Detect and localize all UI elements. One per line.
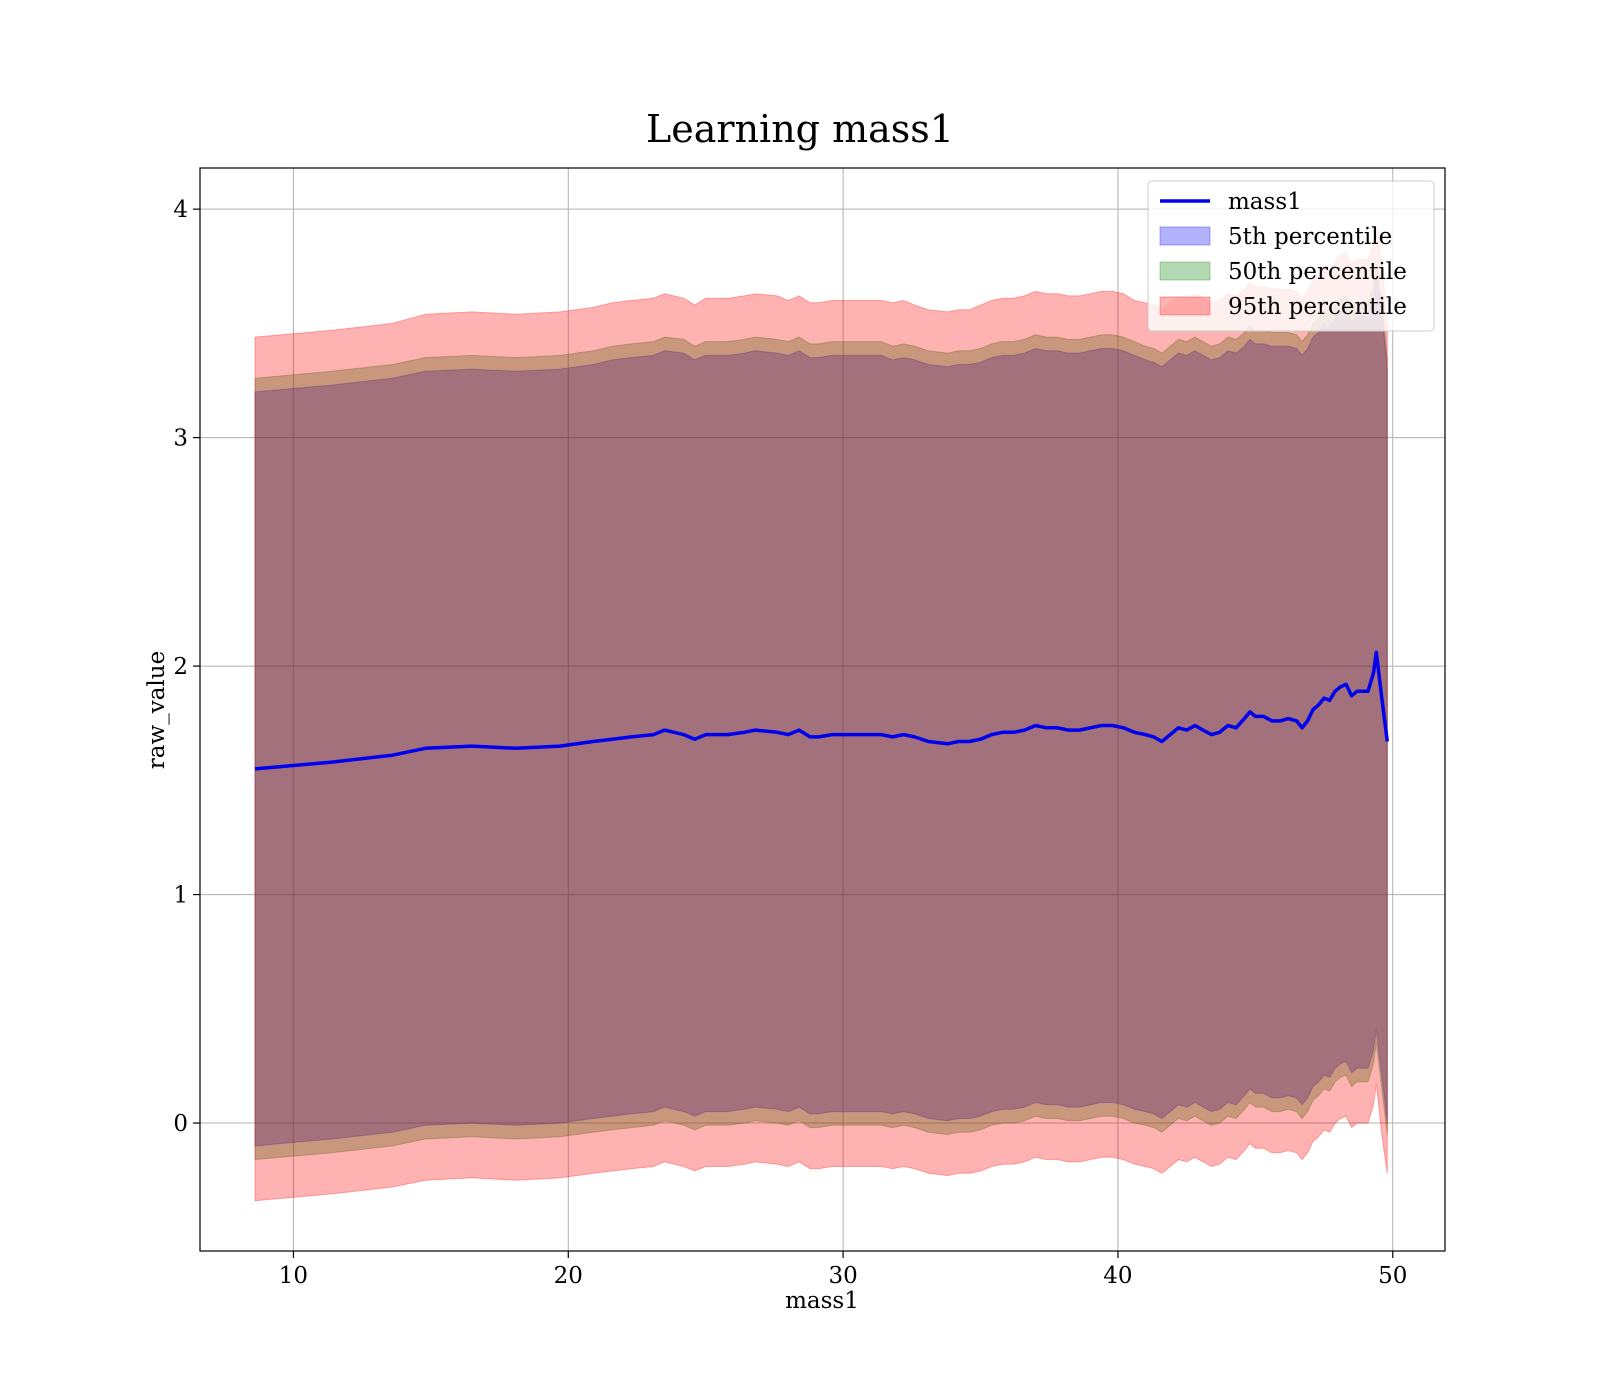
y-tick-label: 0	[173, 1111, 188, 1137]
y-tick-label: 2	[173, 654, 188, 680]
band-5th-percentile	[254, 277, 1388, 1147]
y-tick-label: 1	[173, 883, 188, 909]
series-line-mass1	[254, 650, 1390, 771]
chart-title: Learning mass1	[646, 107, 954, 151]
percentile-bands	[254, 227, 1388, 1202]
y-tick-label: 4	[173, 197, 188, 223]
legend-patch-swatch	[1159, 261, 1211, 281]
x-tick-label: 10	[279, 1263, 308, 1289]
series-lines	[254, 650, 1390, 771]
band-50th-percentile	[254, 263, 1388, 1161]
legend-label: 50th percentile	[1228, 259, 1407, 285]
band-95th-percentile	[254, 227, 1388, 1202]
x-axis-label: mass1	[785, 1288, 859, 1314]
x-tick-label: 30	[828, 1263, 857, 1289]
x-tick-label: 50	[1378, 1263, 1407, 1289]
plot-frame	[199, 167, 1446, 1252]
axis-ticks: 10 20 30 40 50 0 1 2 3 4	[173, 197, 1407, 1289]
y-axis-label: raw_value	[144, 651, 170, 769]
legend-label: 95th percentile	[1228, 294, 1407, 320]
legend-box	[1147, 180, 1435, 332]
legend-patch-swatch	[1159, 226, 1211, 246]
legend-label: 5th percentile	[1228, 224, 1392, 250]
x-tick-label: 20	[554, 1263, 583, 1289]
y-tick-label: 3	[173, 426, 188, 452]
x-tick-label: 40	[1103, 1263, 1132, 1289]
legend-label: mass1	[1228, 189, 1302, 215]
legend-patch-swatch	[1159, 296, 1211, 316]
legend: mass1 5th percentile 50th percentile 95th p…	[1147, 180, 1435, 332]
